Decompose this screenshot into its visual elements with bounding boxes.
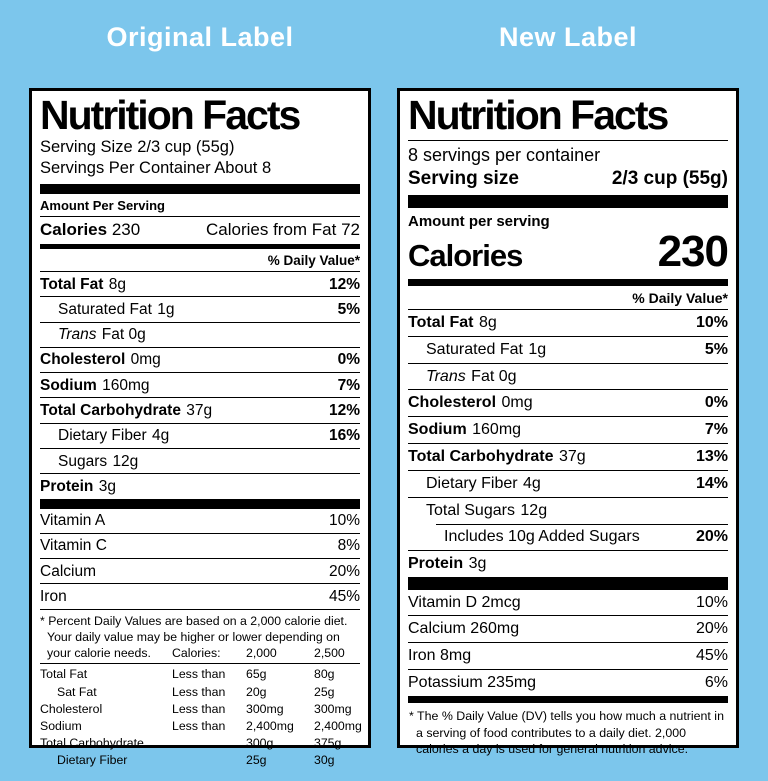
medium-divider (40, 244, 360, 250)
thick-divider (408, 576, 728, 590)
original-serving-size: Serving Size 2/3 cup (55g) (40, 137, 235, 156)
ref-header-calories: Calories: (172, 646, 221, 661)
vitamin-row-iron: Iron 8mg 45% (408, 642, 728, 669)
original-footnote: * Percent Daily Values are based on a 2,… (40, 613, 348, 644)
nutrient-row-protein: Protein 3g (408, 549, 728, 577)
nutrient-row-saturated-fat: Saturated Fat 1g 5% (40, 296, 360, 321)
nutrient-row-saturated-fat: Saturated Fat 1g 5% (408, 335, 728, 363)
nutrient-row-trans-fat: Trans Fat 0g (40, 321, 360, 347)
ref-header-2500: 2,500 (314, 646, 345, 661)
new-label-heading: New Label (498, 22, 638, 52)
vitamin-row-d: Vitamin D 2mcg 10% (408, 593, 728, 611)
vitamin-row-a: Vitamin A 10% (40, 512, 360, 530)
original-amount-per-serving: Amount Per Serving (40, 194, 360, 218)
original-daily-value-header: % Daily Value* (267, 253, 360, 269)
original-nutrition-label: Nutrition Facts Serving Size 2/3 cup (55… (29, 88, 371, 767)
original-calories: Calories 230 (40, 220, 141, 240)
new-title: Nutrition Facts (408, 94, 728, 141)
medium-divider (408, 696, 728, 704)
nutrient-row-cholesterol: Cholesterol 0mg 0% (408, 389, 728, 416)
nutrient-row-total-fat: Total Fat 8g 12% (40, 271, 360, 296)
vitamin-row-iron: Iron 45% (40, 583, 360, 608)
reference-table-header: your calorie needs. Calories: 2,000 2,50… (40, 645, 360, 665)
new-calories-value: 230 (657, 226, 729, 276)
nutrient-row-total-fat: Total Fat 8g 10% (408, 308, 728, 336)
nutrient-row-dietary-fiber: Dietary Fiber 4g 14% (408, 470, 728, 497)
nutrient-row-cholesterol: Cholesterol 0mg 0% (40, 346, 360, 372)
original-servings-per-container: Servings Per Container About 8 (40, 158, 272, 177)
thick-divider (408, 194, 728, 208)
original-calories-from-fat: Calories from Fat 72 (206, 220, 360, 240)
nutrient-row-sugars: Sugars 12g (40, 448, 360, 473)
new-servings-per-container: 8 servings per container (408, 144, 601, 165)
medium-divider (408, 278, 728, 286)
nutrient-row-sodium: Sodium 160mg 7% (40, 372, 360, 397)
nutrient-row-protein: Protein 3g (40, 473, 360, 498)
new-daily-value-header: % Daily Value* (632, 289, 728, 306)
vitamin-row-calcium: Calcium 260mg 20% (408, 615, 728, 642)
original-calories-row: Calories 230 Calories from Fat 72 (40, 217, 360, 244)
nutrient-row-total-carbohydrate: Total Carbohydrate 37g 13% (408, 443, 728, 470)
vitamin-row-calcium: Calcium 20% (40, 558, 360, 583)
new-amount-per-serving: Amount per serving (408, 212, 550, 230)
new-serving-size-label: Serving size (408, 167, 519, 189)
original-title: Nutrition Facts (40, 92, 301, 138)
nutrient-row-added-sugars: Includes 10g Added Sugars 20% (408, 523, 728, 550)
reference-table: Total Fat Less than 65g 80g Sat Fat Less tha… (40, 667, 362, 768)
nutrient-row-dietary-fiber: Dietary Fiber 4g 16% (40, 422, 360, 448)
new-nutrition-label: Nutrition Facts 8 servings per container… (397, 88, 739, 756)
vitamin-row-c: Vitamin C 8% (40, 532, 360, 558)
new-serving-size-value: 2/3 cup (55g) (611, 167, 728, 189)
thick-divider (40, 498, 360, 509)
ref-header-2000: 2,000 (246, 646, 277, 661)
new-serving-size-row: Serving size 2/3 cup (55g) (408, 167, 728, 195)
nutrient-row-total-sugars: Total Sugars 12g (408, 496, 728, 524)
thin-divider (40, 608, 360, 610)
nutrient-row-sodium: Sodium 160mg 7% (408, 416, 728, 443)
new-calories-label: Calories (408, 237, 523, 273)
new-footnote: * The % Daily Value (DV) tells you how m… (409, 709, 724, 757)
vitamin-row-potassium: Potassium 235mg 6% (408, 669, 728, 696)
nutrient-row-total-carbohydrate: Total Carbohydrate 37g 12% (40, 397, 360, 422)
original-label-heading: Original Label (106, 22, 294, 52)
nutrient-row-trans-fat: Trans Fat 0g (408, 362, 728, 390)
new-calories-row: Calories 230 (408, 226, 729, 279)
thick-divider (40, 184, 360, 195)
